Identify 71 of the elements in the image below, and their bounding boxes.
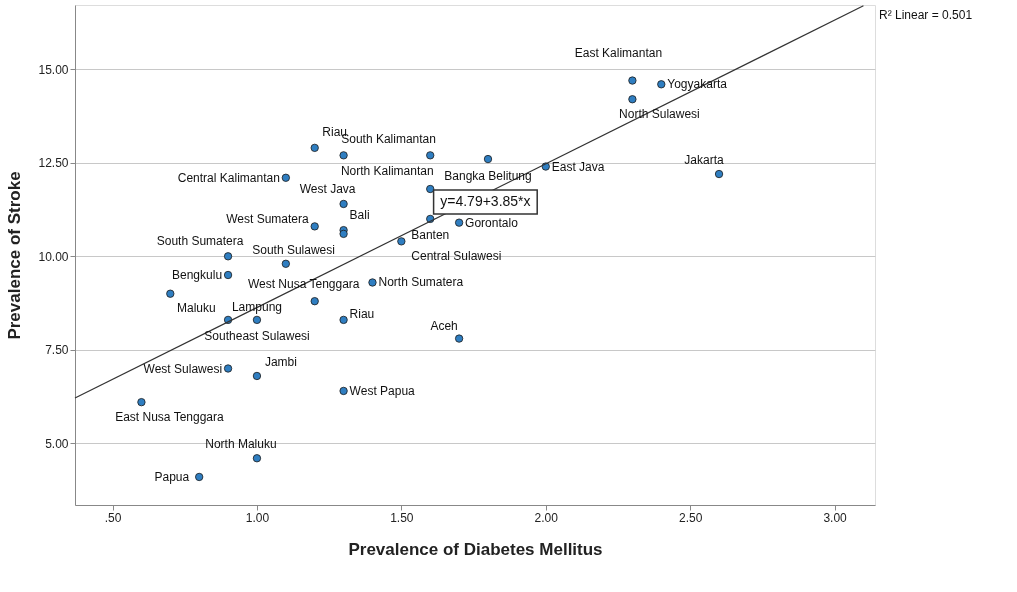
annotation: East Kalimantan	[574, 45, 663, 60]
x-tick-label: 2.50	[678, 510, 703, 525]
x-axis-title: Prevalence of Diabetes Mellitus	[348, 539, 603, 559]
point	[483, 154, 493, 164]
annotation: South Sulawesi	[252, 242, 335, 257]
y-tick-label: 12.50	[38, 156, 69, 171]
point	[310, 222, 319, 231]
annotation: Jakarta	[684, 153, 725, 168]
point	[310, 297, 319, 306]
point	[252, 315, 262, 324]
annotation: East Nusa Tenggara	[115, 410, 225, 425]
annotation: North Sumatera	[378, 275, 464, 290]
point	[281, 259, 290, 268]
point	[339, 199, 348, 209]
annotation: Maluku	[176, 300, 216, 315]
x-tick-label: 2.00	[534, 510, 559, 525]
x-tick-label: 1.00	[245, 510, 270, 525]
annotation: South Sumatera	[156, 234, 244, 249]
point	[339, 386, 348, 396]
annotation: Jambi	[264, 354, 297, 369]
annotation: Bali	[349, 208, 370, 223]
text: R² Linear = 0.501	[879, 8, 973, 22]
x-tick-label: .50	[104, 510, 122, 525]
point	[223, 270, 233, 280]
point	[455, 334, 464, 343]
point	[714, 169, 724, 179]
annotation: Banten	[411, 227, 450, 242]
point	[339, 315, 348, 324]
point	[397, 237, 406, 246]
point	[195, 472, 204, 482]
point	[252, 371, 262, 381]
annotation: North Sulawesi	[619, 107, 700, 122]
point	[252, 454, 262, 463]
annotation: Riau	[349, 306, 375, 321]
annotation: Central Sulawesi	[411, 249, 502, 264]
annotation: Southeast Sulawesi	[204, 328, 310, 343]
point	[281, 173, 290, 182]
point	[137, 398, 146, 407]
point	[339, 151, 348, 160]
y-axis-title: Prevalence of Stroke	[5, 171, 25, 340]
annotation: Bengkulu	[172, 268, 223, 283]
y-tick-label: 5.00	[45, 436, 69, 451]
point	[657, 80, 666, 89]
annotation: West Sumatera	[226, 212, 310, 227]
x-tick-label: 3.00	[823, 510, 848, 525]
annotation: North Maluku	[205, 437, 277, 452]
x-tick-label: 1.50	[390, 510, 414, 525]
annotation: East Java	[551, 159, 605, 174]
point	[426, 151, 435, 160]
annotation: Central Kalimantan	[177, 170, 280, 185]
annotation: North Kalimantan	[340, 164, 434, 179]
y-tick-label: 7.50	[45, 343, 69, 358]
point	[368, 278, 377, 287]
annotation: Gorontalo	[465, 215, 519, 230]
annotation: West Sulawesi	[143, 361, 223, 376]
point	[310, 143, 319, 152]
point	[223, 252, 233, 261]
point	[628, 76, 637, 85]
point	[166, 289, 175, 298]
annotation: y=4.79+3.85*x	[440, 193, 531, 209]
annotation: West Java	[299, 181, 356, 196]
annotation: West Papua	[349, 383, 416, 398]
point	[223, 364, 233, 373]
y-tick-label: 10.00	[38, 249, 69, 264]
point	[426, 184, 435, 194]
annotation: West Nusa Tenggara	[247, 277, 360, 292]
annotation: Aceh	[430, 318, 458, 333]
annotation: Papua	[154, 469, 190, 484]
y-tick-label: 15.00	[38, 62, 69, 77]
point	[628, 95, 637, 104]
point	[455, 218, 464, 227]
